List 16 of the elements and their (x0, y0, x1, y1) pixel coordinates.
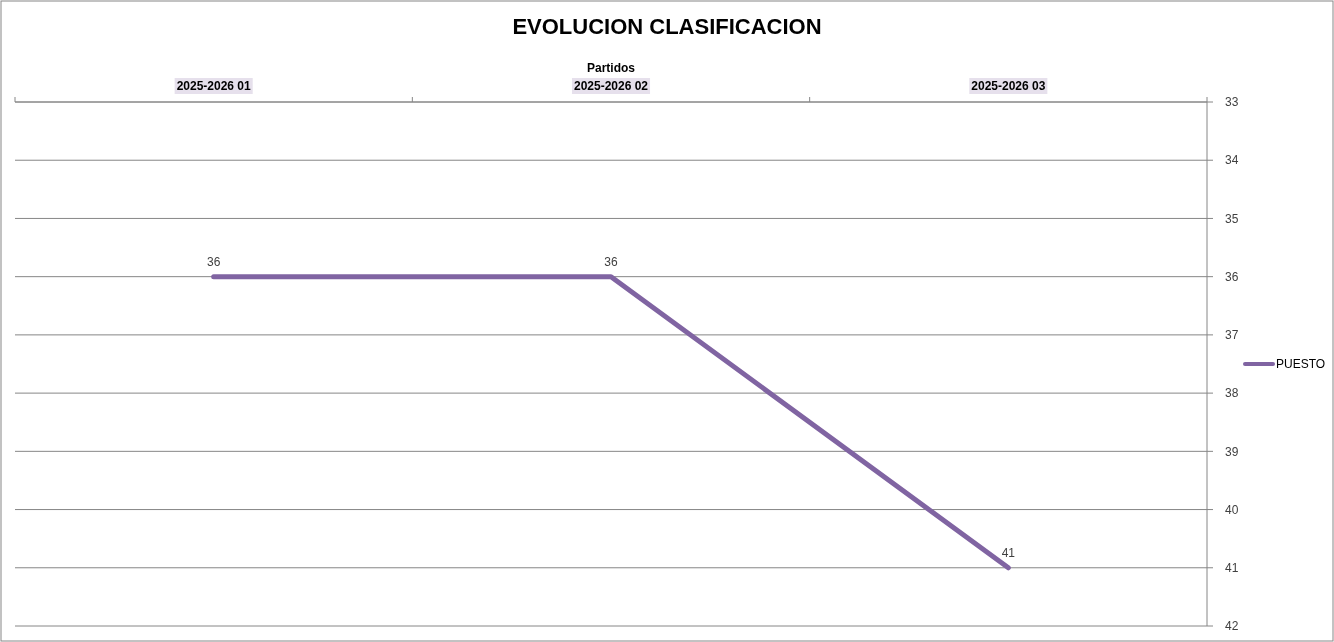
data-label: 41 (1001, 545, 1016, 560)
y-tick-label: 41 (1225, 560, 1239, 575)
y-tick-label: 40 (1225, 502, 1239, 517)
y-tick-label: 42 (1225, 619, 1239, 634)
legend-label: PUESTO (1276, 357, 1326, 372)
y-tick-label: 36 (1225, 269, 1239, 284)
chart-title: EVOLUCION CLASIFICACION (512, 14, 822, 39)
y-tick-label: 34 (1225, 153, 1239, 168)
data-label: 36 (604, 254, 618, 269)
x-axis-title: Partidos (586, 61, 636, 75)
y-tick-label: 33 (1225, 95, 1239, 110)
data-label: 36 (206, 254, 221, 269)
y-tick-label: 35 (1225, 211, 1239, 226)
y-tick-label: 38 (1225, 386, 1239, 401)
y-tick-label: 39 (1225, 444, 1239, 459)
y-tick-label: 37 (1225, 328, 1239, 343)
